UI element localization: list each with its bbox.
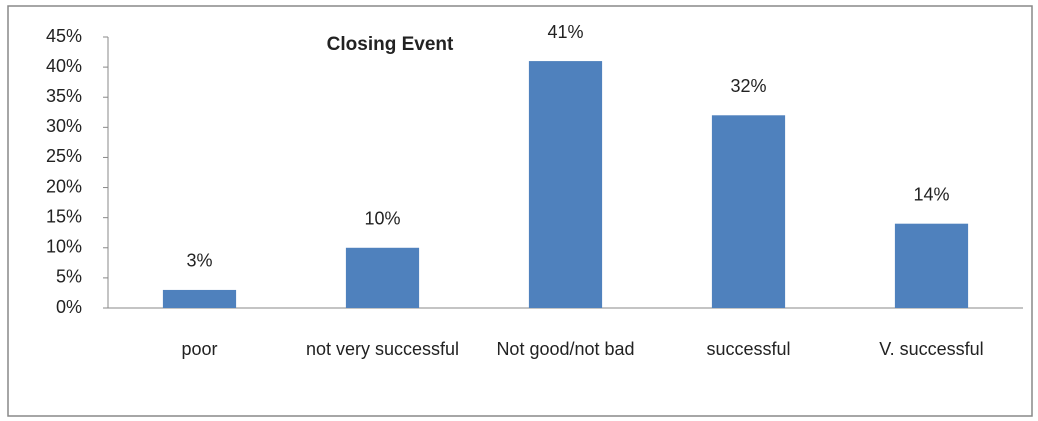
y-tick-label: 20% [46, 176, 82, 196]
y-tick-label: 40% [46, 56, 82, 76]
x-tick-label: Not good/not bad [496, 339, 635, 359]
data-label: 10% [364, 209, 400, 229]
x-tick-label: V. successful [879, 339, 984, 359]
y-tick-label: 30% [46, 116, 82, 136]
bar [711, 115, 786, 309]
data-label: 32% [730, 76, 766, 96]
chart-border [7, 5, 1033, 417]
x-tick-label: successful [706, 339, 791, 359]
y-tick-label: 25% [46, 146, 82, 166]
x-tick-label: not very successful [305, 339, 460, 359]
bar [528, 61, 603, 308]
y-tick-label: 0% [56, 297, 82, 317]
bar [162, 289, 237, 308]
y-tick-label: 5% [56, 267, 82, 287]
y-tick-label: 10% [46, 237, 82, 257]
y-tick-label: 15% [46, 206, 82, 226]
bar [894, 223, 969, 308]
y-tick-label: 45% [46, 26, 82, 46]
bar [345, 247, 420, 308]
x-tick-label: poor [181, 339, 218, 359]
data-label: 41% [547, 22, 583, 42]
y-tick-label: 35% [46, 86, 82, 106]
data-label: 3% [186, 251, 212, 271]
chart-title: Closing Event [327, 34, 454, 55]
data-label: 14% [913, 184, 949, 204]
